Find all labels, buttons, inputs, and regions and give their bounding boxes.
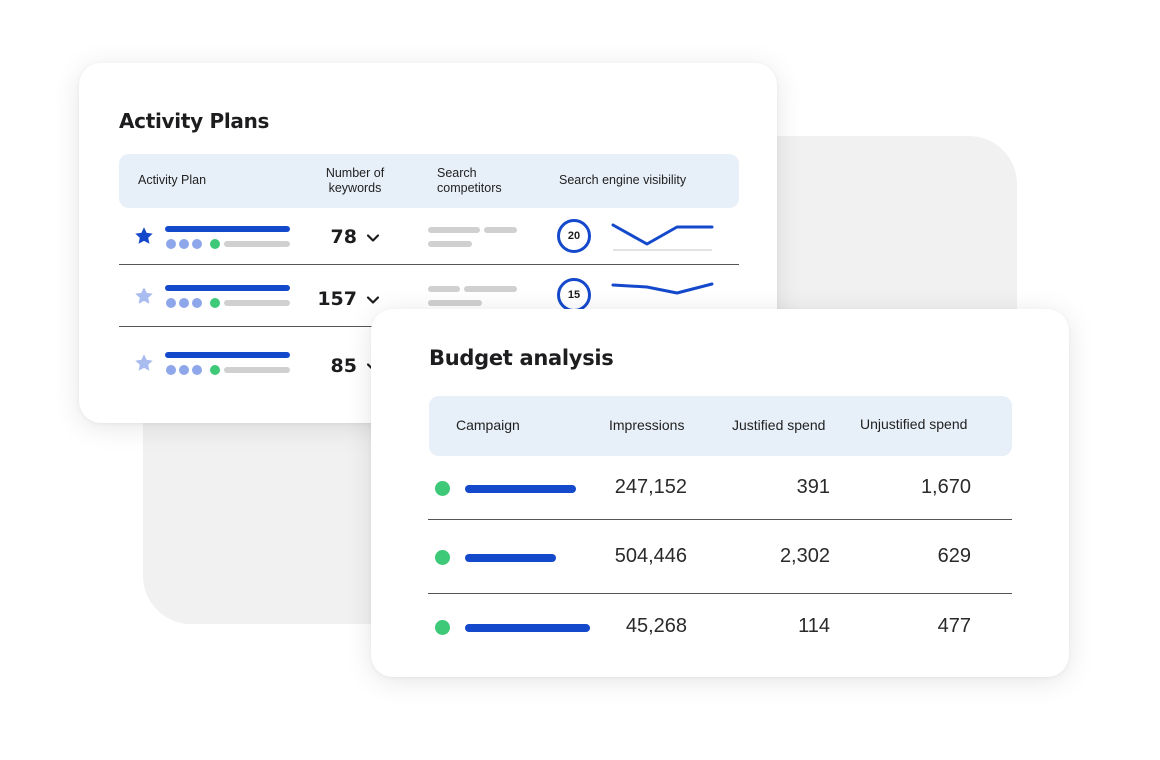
keywords-count: 157 [317, 288, 357, 310]
keywords-count: 85 [330, 355, 357, 377]
card-title: Activity Plans [119, 109, 270, 133]
column-header-unjustified-spend: Unjustified spend [860, 416, 968, 432]
status-dot-icon [435, 481, 450, 496]
member-avatar [166, 239, 176, 249]
visibility-sparkline [611, 282, 714, 295]
column-header-competitors-line1: Search [437, 166, 477, 180]
row-divider [428, 519, 1012, 520]
row-divider [428, 593, 1012, 594]
competitor-placeholder [464, 286, 517, 292]
star-icon[interactable] [133, 285, 155, 307]
competitor-placeholder [428, 227, 480, 233]
column-header-competitors-line2: competitors [437, 181, 502, 195]
column-header-keywords: Number of keywords [315, 166, 395, 196]
competitor-placeholder [428, 286, 460, 292]
column-header-activity-plan: Activity Plan [138, 173, 207, 187]
star-icon[interactable] [133, 352, 155, 374]
plan-name-placeholder [165, 285, 290, 291]
status-dot-icon [210, 365, 220, 375]
justified-spend-value: 2,302 [779, 545, 830, 567]
campaign-name-placeholder [465, 624, 590, 632]
column-header-justified-spend: Justified spend [732, 417, 826, 433]
column-header-visibility: Search engine visibility [559, 173, 687, 187]
member-avatar [192, 239, 202, 249]
member-avatar [179, 239, 189, 249]
competitor-placeholder [428, 300, 482, 306]
competitor-placeholder [484, 227, 517, 233]
justified-spend-value: 114 [798, 615, 830, 637]
activity-plans-card: Activity Plans Activity Plan Number of k… [79, 63, 777, 423]
visibility-score: 20 [557, 219, 591, 253]
unjustified-spend-value: 629 [937, 545, 971, 567]
unjustified-spend-value: 477 [937, 615, 971, 637]
status-dot-icon [435, 550, 450, 565]
table-header: Campaign Impressions Justified spend Unj… [429, 396, 1012, 456]
member-avatar [166, 365, 176, 375]
member-avatar [192, 365, 202, 375]
justified-spend-value: 391 [796, 476, 830, 498]
plan-name-placeholder [165, 352, 290, 358]
campaign-name-placeholder [465, 554, 556, 562]
plan-meta-placeholder [224, 367, 290, 373]
campaign-name-placeholder [465, 485, 576, 493]
column-header-keywords-line2: keywords [328, 181, 382, 195]
visibility-sparkline [611, 223, 714, 251]
status-dot-icon [210, 298, 220, 308]
star-filled-icon[interactable] [133, 225, 155, 247]
plan-meta-placeholder [224, 241, 290, 247]
column-header-impressions: Impressions [609, 417, 685, 433]
status-dot-icon [435, 620, 450, 635]
member-avatar [179, 365, 189, 375]
member-avatar [166, 298, 176, 308]
column-header-campaign: Campaign [456, 417, 520, 433]
chevron-down-icon[interactable] [365, 230, 381, 246]
impressions-value: 504,446 [614, 545, 687, 567]
row-divider [119, 264, 739, 265]
keywords-count: 78 [330, 226, 357, 248]
plan-name-placeholder [165, 226, 290, 232]
chevron-down-icon[interactable] [365, 292, 381, 308]
member-avatar [179, 298, 189, 308]
table-header: Activity Plan Number of keywords Search … [119, 154, 739, 208]
visibility-score: 15 [557, 278, 591, 312]
member-avatar [192, 298, 202, 308]
plan-meta-placeholder [224, 300, 290, 306]
column-header-competitors: Search competitors [437, 166, 502, 196]
budget-analysis-card: Budget analysis Campaign Impressions Jus… [371, 309, 1069, 677]
card-title: Budget analysis [429, 346, 614, 370]
status-dot-icon [210, 239, 220, 249]
impressions-value: 45,268 [625, 615, 687, 637]
competitor-placeholder [428, 241, 472, 247]
impressions-value: 247,152 [614, 476, 687, 498]
unjustified-spend-value: 1,670 [920, 476, 971, 498]
column-header-keywords-line1: Number of [325, 166, 385, 180]
